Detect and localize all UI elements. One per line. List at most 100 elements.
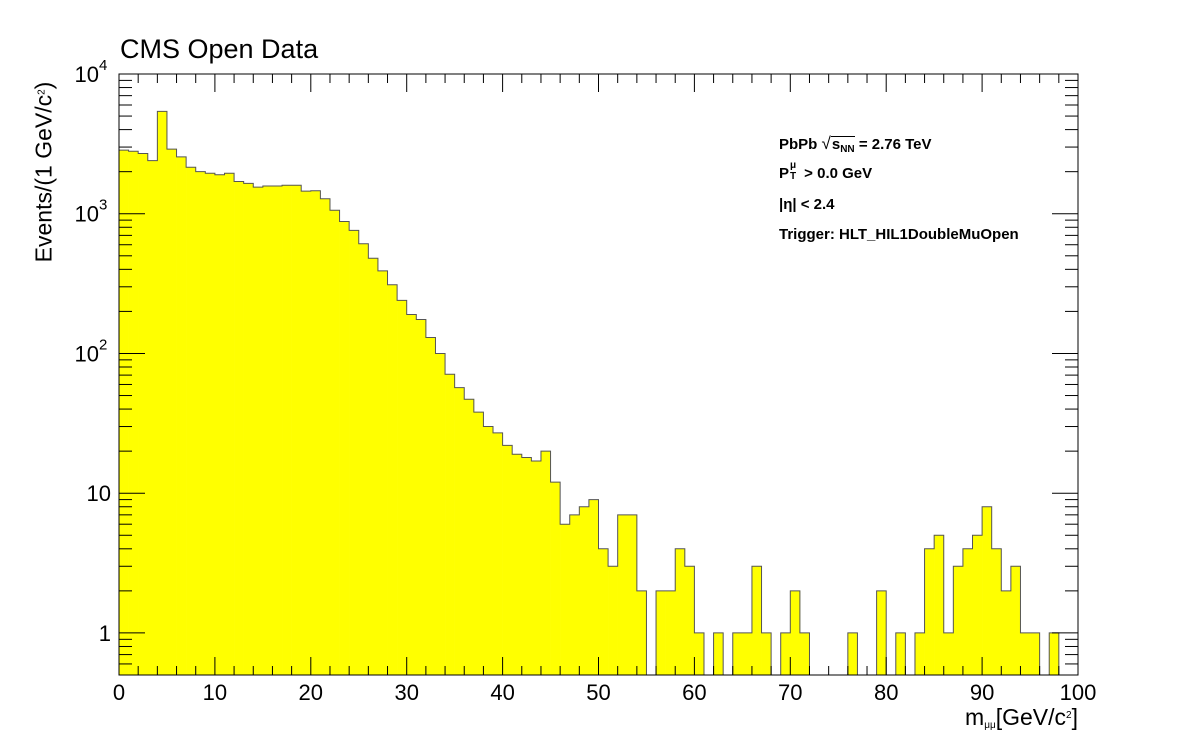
histogram-bar (675, 548, 686, 675)
histogram-bar (512, 454, 523, 675)
histogram-bar (665, 590, 676, 675)
histogram-bar (953, 566, 964, 675)
histogram-bar (186, 167, 197, 676)
histogram-bar (627, 514, 638, 675)
x-tick-label: 50 (586, 680, 610, 705)
histogram-bar (253, 187, 264, 675)
histogram-bar (243, 183, 254, 676)
histogram-bar (291, 185, 302, 675)
histogram-bar (656, 590, 666, 675)
x-tick-label: 30 (394, 680, 418, 705)
y-tick-exponent: 3 (99, 197, 107, 214)
histogram-bar (358, 243, 369, 675)
histogram-bar (694, 632, 705, 675)
histogram-bar (569, 514, 580, 675)
histogram-bar (377, 270, 388, 675)
histogram-bar (454, 387, 465, 675)
y-axis-label: Events/(1 GeV/c2) (31, 82, 58, 263)
histogram-bar (224, 173, 235, 675)
histogram-bar (416, 319, 427, 675)
histogram-bar (119, 150, 129, 675)
x-tick-label: 60 (682, 680, 706, 705)
histogram-bar (982, 506, 992, 675)
legend-pt-sup: μ (790, 160, 797, 171)
histogram-bar (876, 590, 887, 675)
histogram-bar (282, 185, 292, 675)
histogram-bar (780, 632, 791, 675)
legend-sqrt-body: sNN (830, 136, 855, 157)
legend-pt-sub: T (790, 171, 797, 182)
x-tick-label: 20 (299, 680, 323, 705)
histogram-bar (540, 451, 551, 675)
histogram-bar (531, 461, 542, 675)
legend-pt-p: P (779, 165, 790, 182)
histogram-bar (214, 174, 225, 675)
y-axis-label-text: Events/(1 GeV/c (30, 94, 57, 263)
histogram-bar (550, 482, 561, 675)
histogram-bar (598, 548, 609, 675)
histogram-bar (329, 210, 340, 675)
histogram-bar (195, 171, 206, 675)
y-tick-label: 10 (87, 481, 111, 506)
histogram-bar (914, 632, 925, 675)
histogram-bar (1020, 632, 1031, 675)
x-axis-label-sub: μμ (984, 720, 996, 731)
histogram-bar (157, 111, 168, 676)
legend-line-eta: |η| < 2.4 (779, 196, 835, 213)
y-tick-label: 10 (75, 341, 99, 366)
histogram-bar (176, 156, 187, 675)
histogram-bar (262, 185, 273, 675)
histogram-bar (761, 632, 772, 675)
histogram-bar (368, 258, 379, 675)
y-tick-exponent: 4 (99, 57, 107, 74)
y-tick-label: 1 (99, 621, 111, 646)
histogram-bar (406, 314, 417, 675)
histogram-bar (502, 445, 513, 675)
x-tick-label: 90 (970, 680, 994, 705)
histogram-bar (943, 632, 954, 675)
histogram-bar (349, 230, 360, 675)
histogram-bar (387, 284, 398, 675)
histogram-bar (301, 191, 312, 676)
sqrt-symbol: √ (821, 134, 831, 153)
histogram-bar (1049, 632, 1060, 675)
histogram-bar (166, 149, 177, 675)
histogram-bar (425, 337, 436, 675)
legend-line-trigger: Trigger: HLT_HIL1DoubleMuOpen (779, 226, 1019, 243)
x-axis-label-end: ] (1071, 704, 1078, 730)
histogram-outline (119, 110, 1078, 676)
histogram-bar (339, 221, 350, 675)
histogram-bar (924, 548, 935, 675)
histogram-bar (799, 632, 810, 675)
legend-sqrt-sub: NN (840, 144, 855, 155)
x-tick-label: 10 (203, 680, 227, 705)
histogram-bar (310, 190, 321, 675)
histogram-bar (790, 590, 801, 675)
histogram-bar (1001, 590, 1012, 675)
histogram-bar (234, 181, 244, 676)
histogram-bar (579, 506, 590, 675)
histogram-bar (636, 590, 647, 675)
histogram-bar (147, 160, 158, 676)
histogram-bar (588, 499, 599, 675)
legend-pt-cut: > 0.0 GeV (800, 165, 873, 182)
x-tick-label: 0 (113, 680, 125, 705)
histogram-bar (445, 374, 455, 675)
histogram-bar (560, 524, 571, 675)
x-tick-label: 100 (1060, 680, 1097, 705)
y-tick-label: 10 (75, 62, 99, 87)
histogram-bar (991, 548, 1002, 675)
histogram-bar (895, 632, 906, 675)
x-axis-label-m: m (965, 704, 985, 730)
histogram-bar (617, 514, 628, 675)
histogram-bar (1030, 632, 1040, 675)
legend-line-energy: PbPb √sNN = 2.76 TeV (779, 134, 932, 157)
x-tick-label: 40 (490, 680, 514, 705)
histogram-bar (320, 198, 331, 675)
histogram-bar (397, 300, 407, 675)
histogram-bar (742, 632, 753, 675)
legend-sqrt-s: s (831, 136, 841, 153)
histogram-bar (138, 153, 149, 676)
